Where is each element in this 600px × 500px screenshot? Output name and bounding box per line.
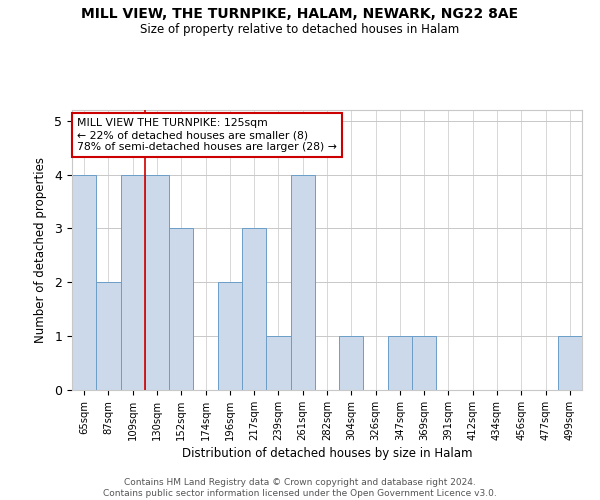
Bar	[96, 282, 121, 390]
Bar	[266, 336, 290, 390]
Bar	[412, 336, 436, 390]
Bar	[558, 336, 582, 390]
Bar	[72, 174, 96, 390]
Text: Contains HM Land Registry data © Crown copyright and database right 2024.
Contai: Contains HM Land Registry data © Crown c…	[103, 478, 497, 498]
Bar	[290, 174, 315, 390]
Bar	[339, 336, 364, 390]
Text: MILL VIEW, THE TURNPIKE, HALAM, NEWARK, NG22 8AE: MILL VIEW, THE TURNPIKE, HALAM, NEWARK, …	[82, 8, 518, 22]
Bar	[218, 282, 242, 390]
X-axis label: Distribution of detached houses by size in Halam: Distribution of detached houses by size …	[182, 447, 472, 460]
Bar	[388, 336, 412, 390]
Text: Size of property relative to detached houses in Halam: Size of property relative to detached ho…	[140, 22, 460, 36]
Bar	[242, 228, 266, 390]
Bar	[169, 228, 193, 390]
Y-axis label: Number of detached properties: Number of detached properties	[34, 157, 47, 343]
Text: MILL VIEW THE TURNPIKE: 125sqm
← 22% of detached houses are smaller (8)
78% of s: MILL VIEW THE TURNPIKE: 125sqm ← 22% of …	[77, 118, 337, 152]
Bar	[145, 174, 169, 390]
Bar	[121, 174, 145, 390]
